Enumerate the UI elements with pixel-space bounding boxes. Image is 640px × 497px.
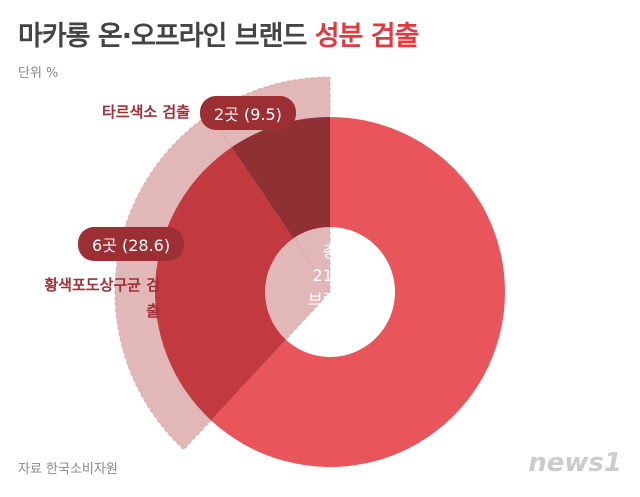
center-line: 브랜드 <box>307 290 353 309</box>
center-line: 21개 <box>312 266 348 285</box>
logo: news1 <box>528 448 622 478</box>
donut-segment <box>231 117 330 239</box>
title-highlight: 성분 검출 <box>314 21 420 52</box>
donut-segment <box>211 117 506 468</box>
center-label: 총 21개 브랜드 <box>280 240 380 312</box>
title-main: 마카롱 온·오프라인 브랜드 <box>18 21 307 52</box>
title: 마카롱 온·오프라인 브랜드 성분 검출 <box>18 14 420 53</box>
category-label: 타르색소 검출 <box>101 103 190 121</box>
value-label: 2곳 (9.5) <box>200 96 296 130</box>
value-label: 6곳 (28.6) <box>78 227 185 261</box>
donut-segment <box>155 147 294 421</box>
center-line: 총 <box>322 242 338 261</box>
category-label: 황색포도상구균 검출 <box>44 276 160 320</box>
source: 자료 한국소비자원 <box>18 462 118 477</box>
unit: 단위 % <box>18 66 59 81</box>
